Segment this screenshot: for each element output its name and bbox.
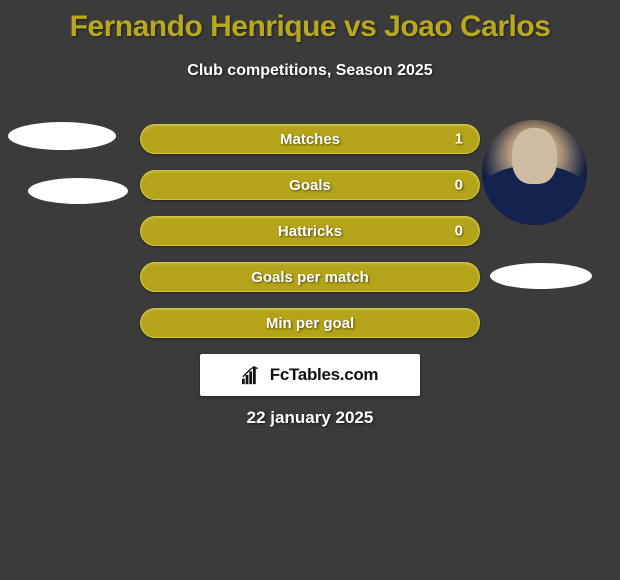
placeholder-ellipse xyxy=(28,178,128,204)
generation-date: 22 january 2025 xyxy=(0,408,620,428)
stat-bar-goals-per-match: Goals per match xyxy=(140,262,480,292)
placeholder-ellipse xyxy=(8,122,116,150)
source-logo: FcTables.com xyxy=(200,354,420,396)
page-subtitle: Club competitions, Season 2025 xyxy=(0,62,620,80)
stat-value: 0 xyxy=(455,177,463,194)
avatar-head xyxy=(512,128,557,184)
fctables-icon xyxy=(242,365,264,385)
stat-bar-min-per-goal: Min per goal xyxy=(140,308,480,338)
stat-bar-hattricks: Hattricks 0 xyxy=(140,216,480,246)
player-avatar xyxy=(482,120,587,225)
stat-value: 1 xyxy=(455,131,463,148)
stat-bar-matches: Matches 1 xyxy=(140,124,480,154)
left-player-placeholder xyxy=(8,122,128,204)
right-player-block xyxy=(482,120,592,289)
stat-label: Goals xyxy=(289,177,331,194)
stat-bar-goals: Goals 0 xyxy=(140,170,480,200)
stat-label: Matches xyxy=(280,131,340,148)
stat-label: Hattricks xyxy=(278,223,342,240)
stat-label: Min per goal xyxy=(266,315,354,332)
source-logo-text: FcTables.com xyxy=(270,365,379,385)
stat-value: 0 xyxy=(455,223,463,240)
stat-label: Goals per match xyxy=(251,269,369,286)
stat-bars: Matches 1 Goals 0 Hattricks 0 Goals per … xyxy=(140,124,480,354)
placeholder-ellipse xyxy=(490,263,592,289)
page-title: Fernando Henrique vs Joao Carlos xyxy=(0,0,620,44)
